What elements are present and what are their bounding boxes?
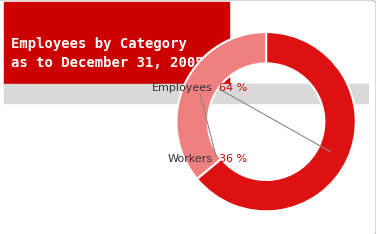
Bar <box>4 84 368 103</box>
Text: Employees: Employees <box>152 83 212 93</box>
Text: Employees by Category: Employees by Category <box>11 37 187 51</box>
Bar <box>4 2 229 84</box>
Text: as to December 31, 2005: as to December 31, 2005 <box>11 56 204 70</box>
Text: 64 %: 64 % <box>218 83 247 93</box>
Wedge shape <box>176 32 266 179</box>
Wedge shape <box>197 32 356 211</box>
Text: Workers: Workers <box>167 154 212 164</box>
Bar <box>237 2 368 84</box>
Text: 36 %: 36 % <box>218 154 247 164</box>
